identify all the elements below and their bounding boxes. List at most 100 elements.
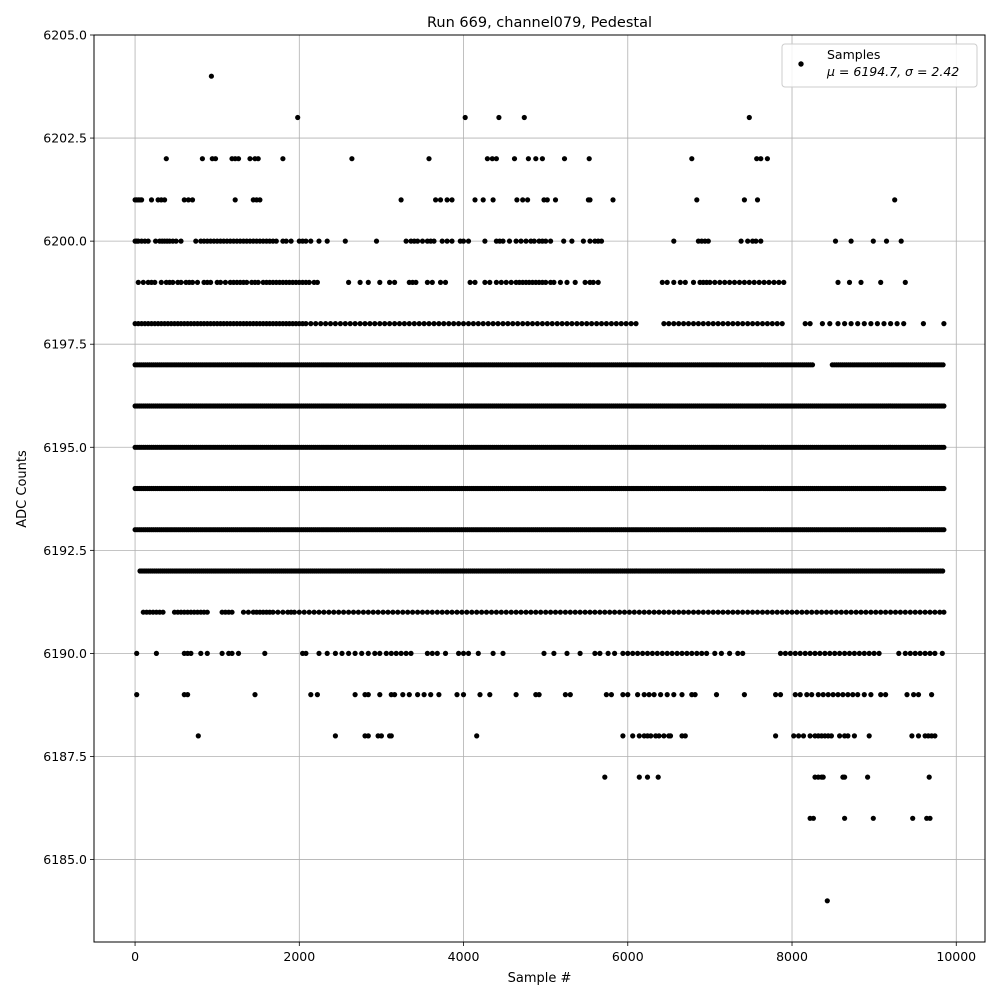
data-point	[498, 279, 504, 285]
data-point	[306, 279, 312, 285]
data-point	[569, 238, 575, 244]
data-point	[543, 238, 549, 244]
data-point	[835, 279, 841, 285]
data-point	[920, 321, 927, 327]
data-point	[295, 114, 301, 121]
data-point	[275, 609, 281, 615]
data-point	[536, 692, 542, 698]
data-point	[587, 197, 593, 203]
data-point	[493, 609, 499, 615]
data-point	[500, 321, 506, 327]
data-point	[229, 609, 235, 615]
data-point	[306, 609, 312, 615]
data-point	[802, 321, 808, 327]
y-axis-label: ADC Counts	[15, 450, 30, 528]
y-tick-label: 6202.5	[43, 131, 87, 146]
data-point	[736, 279, 743, 285]
data-point	[779, 321, 785, 327]
data-point	[791, 733, 797, 739]
data-point	[145, 238, 151, 244]
data-point	[134, 692, 140, 698]
data-point	[564, 321, 570, 327]
data-point	[346, 609, 352, 615]
data-point	[745, 321, 751, 327]
data-point	[350, 609, 357, 615]
data-point	[469, 609, 475, 615]
data-point	[308, 238, 314, 244]
data-point	[602, 774, 608, 780]
data-point	[383, 650, 389, 657]
data-point	[674, 650, 680, 657]
data-point	[669, 650, 675, 657]
data-point	[520, 197, 526, 203]
data-point	[684, 650, 690, 657]
data-point	[825, 692, 831, 698]
data-point	[902, 609, 908, 615]
data-point	[740, 609, 746, 615]
data-point	[482, 279, 488, 285]
data-point	[185, 197, 191, 203]
data-point	[193, 238, 199, 244]
data-point	[395, 609, 401, 615]
data-point	[692, 692, 698, 698]
data-point	[771, 279, 777, 285]
data-point	[515, 321, 521, 327]
data-point	[373, 238, 380, 244]
data-point	[462, 114, 468, 121]
data-point	[941, 485, 947, 492]
data-point	[764, 609, 771, 615]
data-point	[518, 238, 524, 244]
data-point	[528, 609, 534, 615]
data-point	[429, 279, 435, 285]
data-point	[505, 321, 511, 327]
data-point	[896, 650, 902, 657]
data-point	[870, 238, 876, 244]
data-point	[518, 609, 524, 615]
data-point	[449, 609, 455, 615]
data-point	[819, 609, 825, 615]
data-point	[470, 321, 476, 327]
axis-ticks: 0 2000 4000 6000 8000 10000 6185.0 6187.5 6190.0…	[43, 28, 976, 965]
data-point	[523, 609, 529, 615]
data-point	[631, 609, 637, 615]
data-point	[664, 279, 670, 285]
data-point	[331, 609, 337, 615]
y-tick-label: 6185.0	[43, 852, 87, 867]
data-point	[676, 321, 682, 327]
data-point	[745, 238, 751, 244]
data-point	[446, 321, 452, 327]
data-point	[907, 650, 913, 657]
data-point	[730, 609, 736, 615]
data-point	[564, 279, 570, 285]
data-point	[848, 238, 854, 244]
data-point	[308, 692, 314, 698]
data-point	[424, 279, 430, 285]
data-point	[370, 609, 376, 615]
data-point	[667, 733, 674, 739]
data-point	[375, 609, 381, 615]
data-point	[689, 156, 695, 162]
data-point	[848, 321, 854, 327]
data-point	[577, 650, 583, 657]
data-point	[332, 321, 338, 327]
data-point	[439, 238, 445, 244]
data-point	[640, 650, 646, 657]
data-point	[912, 609, 918, 615]
data-point	[735, 650, 741, 657]
data-point	[649, 650, 656, 657]
data-point	[475, 321, 481, 327]
data-point	[400, 692, 406, 698]
data-point	[487, 279, 493, 285]
data-point	[807, 733, 813, 739]
data-point	[419, 609, 426, 615]
data-point	[712, 279, 718, 285]
data-point	[390, 609, 396, 615]
data-point	[421, 692, 427, 698]
data-point	[866, 650, 872, 657]
x-tick-label: 6000	[612, 949, 644, 964]
data-point	[625, 692, 631, 698]
data-point	[587, 238, 593, 244]
data-point	[449, 238, 455, 244]
